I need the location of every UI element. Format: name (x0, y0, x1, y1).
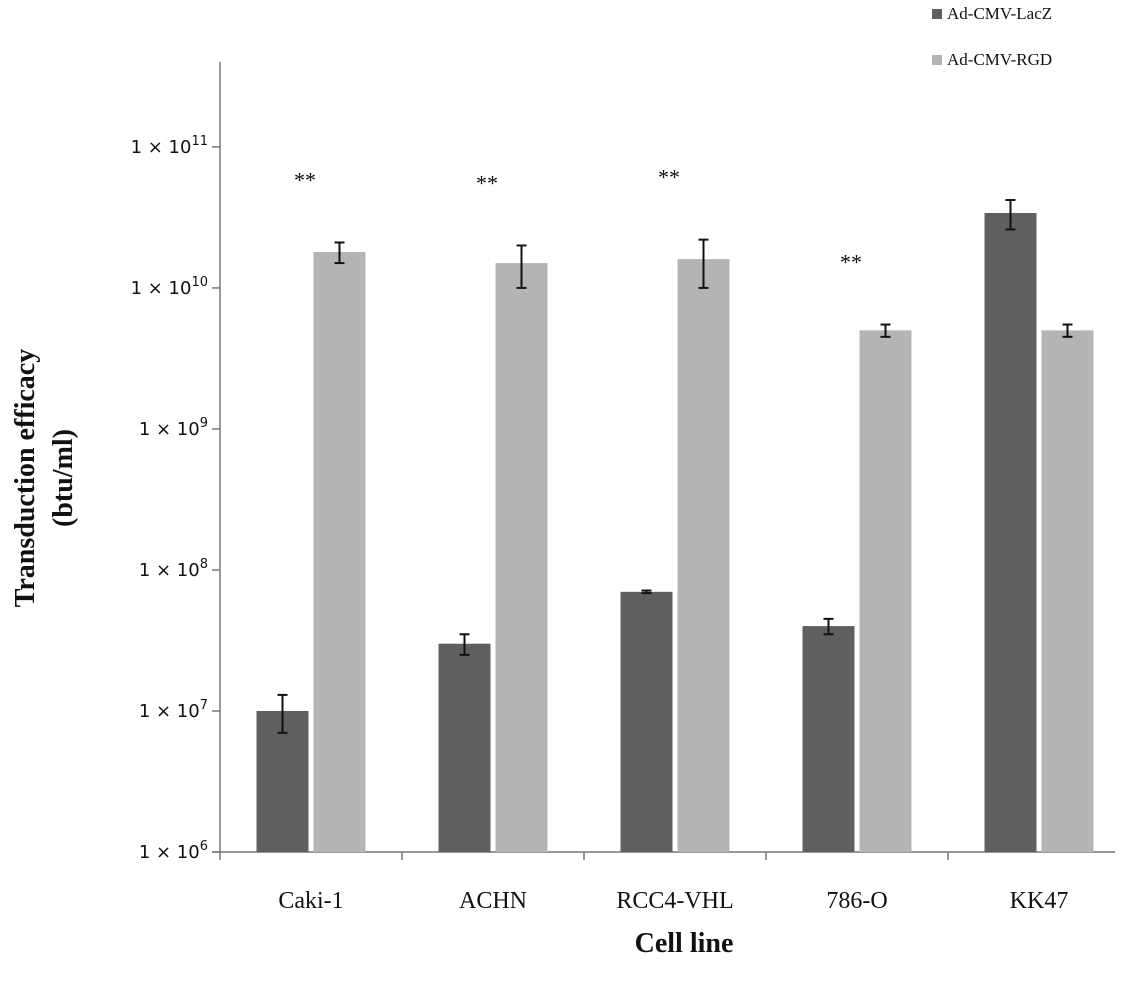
significance-label: ** (840, 250, 862, 275)
bar (984, 212, 1037, 852)
bar (1041, 330, 1094, 852)
x-tick-labels: Caki-1 ACHN RCC4-VHL 786-O KK47 (278, 888, 1068, 914)
y-ticks: 1 × 106 1 × 107 1 × 108 1 × 109 1 × 1010 1 × … (131, 134, 208, 863)
x-tick-label: Caki-1 (278, 888, 343, 914)
significance-label: ** (658, 165, 680, 190)
x-tick-label: RCC4-VHL (616, 888, 733, 914)
bar (802, 626, 855, 852)
significance-label: ** (476, 170, 498, 195)
bar (256, 710, 309, 852)
bar (495, 263, 548, 852)
y-tick-label: 1 × 106 (139, 839, 208, 863)
legend-swatch (932, 55, 942, 65)
significance-label: ** (294, 167, 316, 192)
significance-marks: ** ** ** ** (294, 165, 862, 275)
legend: Ad-CMV-LacZ Ad-CMV-RGD (932, 4, 1052, 69)
legend-label: Ad-CMV-RGD (947, 50, 1052, 69)
y-axis-title-line-2: (btu/ml) (48, 429, 79, 527)
x-tick-label: KK47 (1010, 888, 1069, 914)
y-tick-label: 1 × 108 (139, 557, 208, 581)
y-axis-title-line-1: Transduction efficacy (10, 349, 41, 607)
bar (620, 591, 673, 852)
bar (438, 643, 491, 852)
y-tick-label: 1 × 1011 (131, 134, 208, 158)
x-tick-label: ACHN (459, 888, 527, 914)
bar (859, 330, 912, 852)
error-bars (277, 199, 1073, 734)
legend-label: Ad-CMV-LacZ (947, 4, 1052, 23)
y-tick-label: 1 × 1010 (131, 275, 208, 299)
bar (677, 259, 730, 853)
legend-swatch (932, 9, 942, 19)
bars (256, 212, 1094, 853)
x-tick-label: 786-O (826, 888, 887, 914)
y-tick-label: 1 × 107 (139, 698, 208, 722)
x-axis-title: Cell line (635, 928, 734, 959)
bar (313, 251, 366, 853)
y-tick-label: 1 × 109 (139, 416, 208, 440)
